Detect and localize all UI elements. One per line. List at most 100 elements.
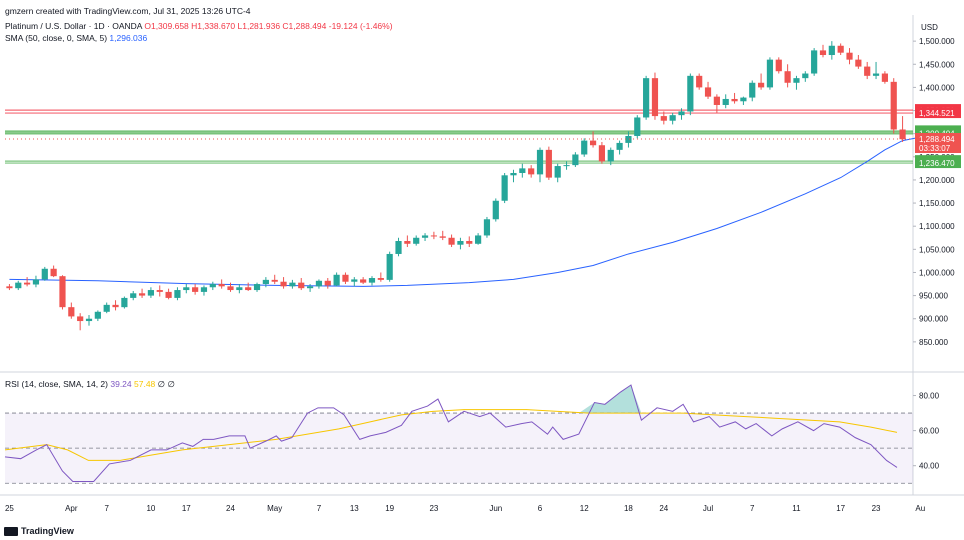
price-tick-label: 1,450.000	[919, 60, 955, 69]
candle-body	[598, 145, 606, 162]
candle-body	[793, 78, 800, 83]
resistance-price-tag	[915, 107, 961, 119]
time-tick-label: 23	[429, 504, 438, 513]
candle-body	[68, 307, 75, 317]
rsi-ma-line	[4, 409, 898, 461]
candle-body	[156, 290, 163, 292]
candle-body	[784, 71, 791, 83]
candle-body	[740, 97, 747, 102]
sma-legend[interactable]: SMA (50, close, 0, SMA, 5) 1,296.036	[5, 33, 147, 43]
symbol-name: Platinum / U.S. Dollar · 1D · OANDA	[5, 21, 142, 31]
ohlc-open: O1,309.658	[144, 21, 189, 31]
candle-body	[492, 200, 499, 220]
candle-body	[315, 280, 323, 287]
candle-body	[837, 45, 844, 53]
time-tick-label: 7	[750, 504, 755, 513]
candle-body	[360, 279, 367, 283]
time-tick-label: 6	[538, 504, 543, 513]
candle-body	[306, 286, 314, 289]
price-tick-label: 1,100.000	[919, 222, 955, 231]
ohlc-low: L1,281.936	[237, 21, 281, 31]
candle-body	[324, 280, 331, 286]
candle-body	[103, 304, 110, 312]
candle-body	[775, 59, 782, 72]
candle-body	[660, 116, 667, 121]
candle-body	[625, 135, 632, 143]
candle-body	[643, 78, 650, 118]
time-tick-label: 23	[872, 504, 881, 513]
candle-body	[510, 172, 517, 176]
time-tick-label: 18	[624, 504, 633, 513]
candle-body	[342, 274, 349, 282]
rsi-tick-label: 80.00	[919, 392, 940, 401]
candle-body	[731, 98, 738, 102]
symbol-legend[interactable]: Platinum / U.S. Dollar · 1D · OANDA O1,3…	[5, 21, 393, 31]
candle-body	[563, 165, 570, 167]
candle-body	[6, 286, 13, 289]
candle-body	[165, 291, 172, 298]
candle-body	[15, 282, 22, 289]
candle-body	[333, 274, 340, 286]
ohlc-change: -19.124 (-1.46%)	[328, 21, 393, 31]
candle-body	[112, 304, 119, 308]
candle-body	[377, 278, 384, 280]
tradingview-footer[interactable]: TradingView	[4, 526, 74, 536]
candle-body	[32, 279, 40, 285]
time-tick-label: 7	[104, 504, 109, 513]
rsi-extra-2: ∅	[167, 379, 175, 389]
candle-body	[766, 59, 774, 88]
candle-body	[713, 96, 720, 105]
candle-body	[147, 290, 155, 296]
price-tick-label: 1,200.000	[919, 176, 955, 185]
time-tick-label: 10	[146, 504, 155, 513]
candle-body	[24, 282, 31, 285]
time-tick-label: Au	[915, 504, 925, 513]
candle-body	[209, 284, 216, 288]
candle-body	[138, 293, 146, 296]
candle-body	[519, 168, 526, 173]
candle-body	[864, 66, 871, 76]
sma-value: 1,296.036	[109, 33, 148, 43]
candle-body	[678, 111, 685, 116]
rsi-legend[interactable]: RSI (14, close, SMA, 14, 2) 39.24 57.48 …	[5, 379, 175, 390]
resistance-price-label: 1,344.521	[919, 109, 955, 118]
candle-body	[236, 287, 243, 291]
price-tick-label: 1,000.000	[919, 268, 955, 277]
candle-body	[554, 166, 561, 178]
candle-body	[448, 237, 455, 245]
candle-body	[687, 75, 694, 112]
candle-body	[536, 149, 544, 175]
candle-body	[77, 316, 84, 322]
tradingview-brand: TradingView	[21, 526, 74, 536]
candle-body	[855, 59, 862, 67]
rsi-sma-value: 57.48	[134, 379, 156, 389]
candle-body	[262, 279, 269, 285]
candle-body	[59, 276, 66, 308]
attribution: gmzern created with TradingView.com, Jul…	[5, 6, 251, 16]
candle-body	[41, 268, 48, 280]
candle-body	[457, 241, 464, 245]
candle-body	[872, 73, 880, 76]
time-tick-label: 7	[317, 504, 322, 513]
rsi-tick-label: 60.00	[919, 427, 940, 436]
candle-body	[828, 45, 835, 56]
candle-body	[634, 117, 641, 136]
sma-line	[9, 135, 930, 287]
candle-body	[85, 318, 93, 322]
candle-body	[227, 286, 234, 291]
price-tick-label: 850.000	[919, 338, 948, 347]
rsi-line	[4, 384, 898, 482]
rsi-tick-label: 40.00	[919, 462, 940, 471]
rsi-overbought-fill	[578, 385, 642, 414]
time-tick-label: 17	[182, 504, 191, 513]
candle-body	[466, 241, 473, 244]
rsi-value: 39.24	[110, 379, 132, 389]
tradingview-logo-icon	[4, 526, 18, 536]
time-tick-label: 25	[5, 504, 14, 513]
support-price-tag	[915, 127, 961, 139]
currency-label[interactable]: USD	[921, 23, 938, 32]
time-tick-label: 13	[350, 504, 359, 513]
time-tick-label: May	[267, 504, 282, 513]
time-tick-label: Jul	[703, 504, 713, 513]
